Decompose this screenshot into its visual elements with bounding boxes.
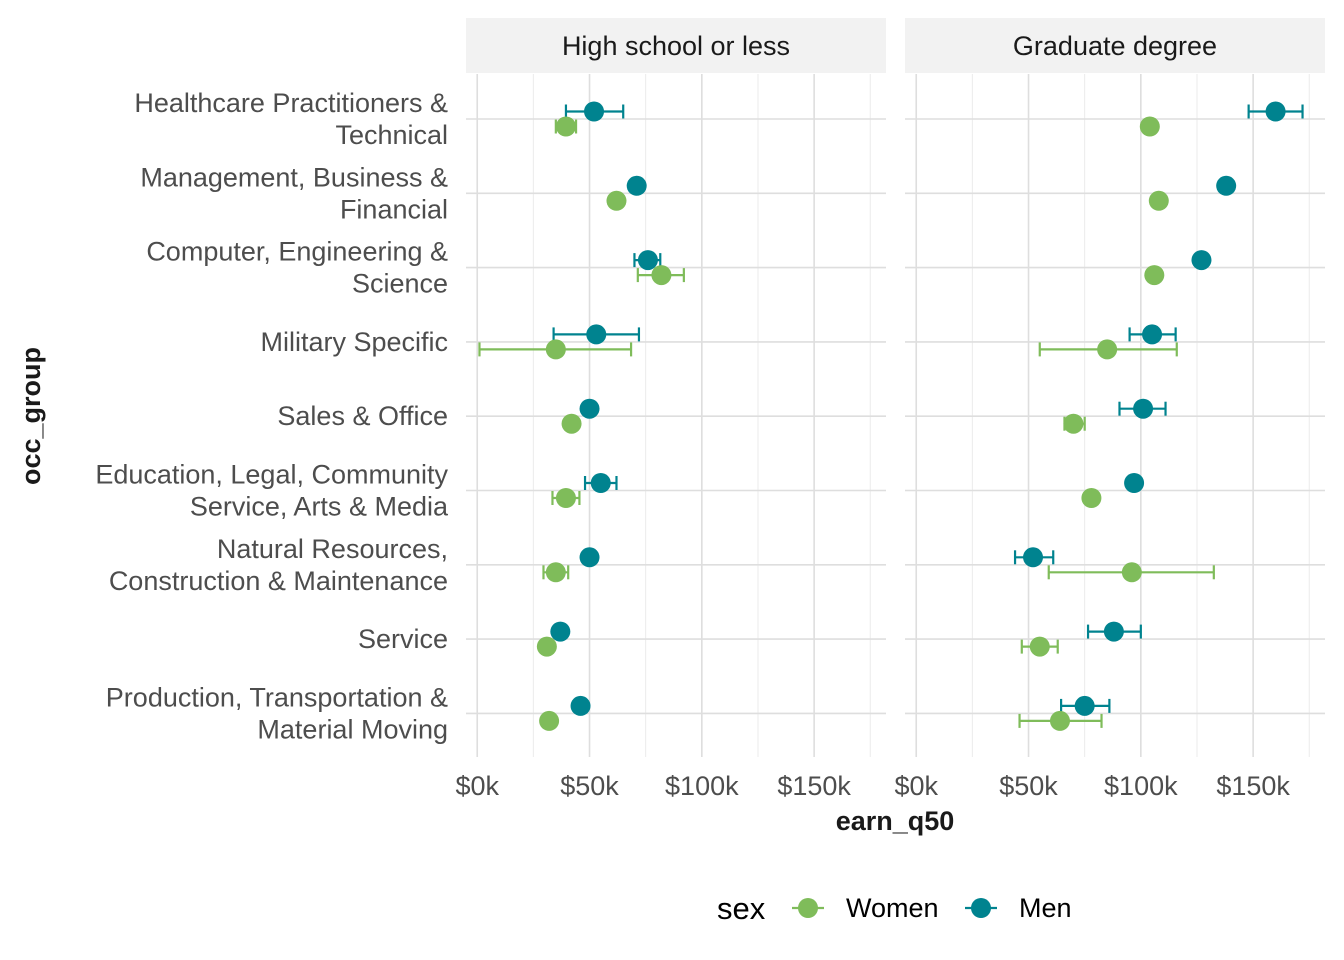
panel-1: High school or less $0k $50k $100k $150k bbox=[455, 18, 886, 801]
category-label-line: Technical bbox=[335, 120, 448, 150]
category-label: Education, Legal, Community Service, Arts… bbox=[95, 460, 449, 522]
category-label-line: Service bbox=[358, 624, 448, 654]
data-point-women bbox=[1063, 413, 1084, 434]
panel-strip bbox=[905, 18, 1325, 73]
data-point-women bbox=[1081, 488, 1102, 508]
category-label: Military Specific bbox=[260, 327, 448, 357]
category-label: Healthcare Practitioners & Technical bbox=[134, 88, 448, 150]
data-point-women bbox=[1097, 339, 1118, 360]
data-point-men bbox=[1216, 175, 1237, 196]
x-axis-title: earn_q50 bbox=[836, 806, 955, 836]
legend-key-men bbox=[965, 898, 997, 918]
data-point-women bbox=[555, 488, 576, 508]
category-label-line: Healthcare Practitioners & bbox=[134, 88, 448, 118]
data-point-men bbox=[550, 621, 571, 642]
category-label-line: Management, Business & bbox=[140, 162, 448, 192]
data-point-women bbox=[1148, 190, 1169, 211]
data-point-women bbox=[539, 710, 560, 731]
data-point-men bbox=[1142, 324, 1163, 345]
category-label: Natural Resources, Construction & Mainten… bbox=[109, 534, 448, 596]
data-point-men bbox=[1133, 398, 1154, 419]
legend-title: sex bbox=[717, 891, 766, 926]
data-point-women bbox=[1029, 636, 1050, 657]
data-point-men bbox=[1124, 473, 1145, 493]
data-point-women bbox=[606, 190, 627, 211]
data-point-men bbox=[584, 101, 605, 122]
data-point-women bbox=[1121, 562, 1142, 583]
category-label: Computer, Engineering & Science bbox=[146, 237, 448, 299]
data-point-men bbox=[626, 175, 647, 196]
data-point-men bbox=[1191, 250, 1212, 271]
data-point-women bbox=[651, 265, 672, 286]
x-tick-label: $0k bbox=[894, 771, 938, 801]
data-point-men bbox=[579, 547, 600, 568]
data-point-men bbox=[637, 250, 658, 271]
panel-strip bbox=[466, 18, 886, 73]
y-axis-title: occ_group bbox=[16, 347, 46, 485]
category-label-line: Sales & Office bbox=[277, 401, 448, 431]
data-point-men bbox=[1023, 547, 1044, 568]
data-point-women bbox=[1139, 116, 1160, 137]
data-point-men bbox=[1265, 101, 1286, 122]
category-label-line: Education, Legal, Community bbox=[95, 460, 448, 490]
x-tick-label: $0k bbox=[455, 771, 499, 801]
data-point-women bbox=[545, 339, 566, 360]
category-labels: Healthcare Practitioners & Technical Manag… bbox=[95, 88, 449, 744]
legend-key-women bbox=[792, 898, 824, 918]
data-point-women bbox=[1144, 265, 1165, 286]
data-point-women bbox=[1049, 710, 1070, 731]
x-tick-label: $50k bbox=[560, 771, 619, 801]
data-point-men bbox=[579, 398, 600, 419]
category-label-line: Military Specific bbox=[260, 327, 448, 357]
legend-label: Men bbox=[1019, 893, 1072, 923]
data-point-men bbox=[586, 324, 607, 345]
data-point-women bbox=[545, 562, 566, 583]
category-label-line: Financial bbox=[340, 194, 448, 224]
category-label-line: Material Moving bbox=[257, 714, 448, 744]
panels-layer: High school or less$0k $50k $100k $150kGrad… bbox=[455, 18, 1325, 801]
x-tick-label: $150k bbox=[777, 771, 851, 801]
data-point-men bbox=[1074, 695, 1095, 716]
legend-label: Women bbox=[846, 893, 939, 923]
category-label-line: Science bbox=[352, 269, 448, 299]
x-tick-label: $100k bbox=[1104, 771, 1178, 801]
legend-key-point bbox=[971, 898, 991, 918]
panel-title: High school or less bbox=[562, 31, 790, 61]
category-label: Sales & Office bbox=[277, 401, 448, 431]
data-point-women bbox=[555, 116, 576, 137]
panel-2: Graduate degree $0k $50k $100k $150k bbox=[894, 18, 1325, 801]
x-tick-label: $100k bbox=[665, 771, 739, 801]
legend: sex Women Men bbox=[717, 891, 1072, 926]
data-point-men bbox=[570, 695, 591, 716]
panel-title: Graduate degree bbox=[1013, 31, 1217, 61]
legend-key-point bbox=[798, 898, 818, 918]
category-label-line: Natural Resources, bbox=[217, 534, 448, 564]
data-point-women bbox=[536, 636, 557, 657]
category-label: Service bbox=[358, 624, 448, 654]
category-label-line: Production, Transportation & bbox=[106, 682, 448, 712]
category-label-line: Service, Arts & Media bbox=[190, 492, 449, 522]
category-label: Management, Business & Financial bbox=[140, 162, 448, 224]
data-point-men bbox=[590, 473, 611, 493]
x-tick-label: $50k bbox=[999, 771, 1058, 801]
x-tick-label: $150k bbox=[1216, 771, 1290, 801]
category-label: Production, Transportation & Material Mov… bbox=[106, 682, 448, 744]
category-label-line: Computer, Engineering & bbox=[146, 237, 448, 267]
data-point-women bbox=[561, 413, 582, 434]
data-point-men bbox=[1103, 621, 1124, 642]
category-label-line: Construction & Maintenance bbox=[109, 566, 448, 596]
